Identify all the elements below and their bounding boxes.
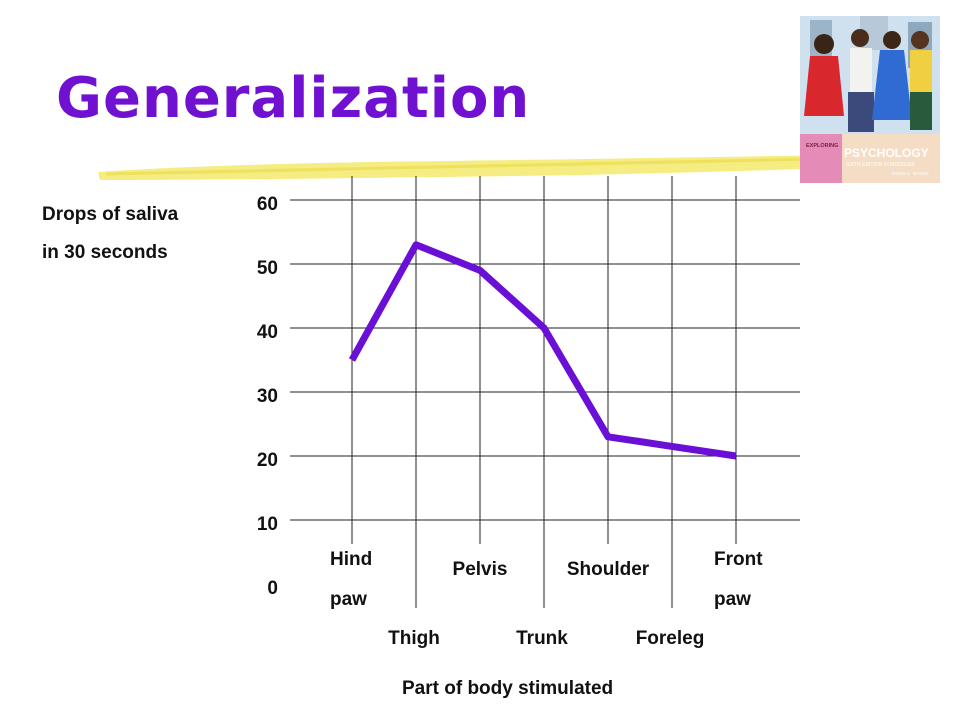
y-tick-label: 40	[257, 322, 278, 343]
y-axis-label-line-2: in 30 seconds	[42, 242, 168, 263]
y-tick-label: 20	[257, 450, 278, 471]
y-tick-label: 30	[257, 386, 278, 407]
x-category-label: Front	[714, 549, 763, 570]
book-series-label: EXPLORING	[806, 143, 838, 149]
y-tick-label: 50	[257, 258, 278, 279]
x-category-label: Pelvis	[453, 559, 508, 580]
x-category-label: paw	[330, 589, 367, 610]
y-tick-label: 60	[257, 194, 278, 215]
y-tick-label: 10	[257, 514, 278, 535]
textbook-cover-image: EXPLORING PSYCHOLOGY SIXTH EDITION IN MO…	[800, 16, 940, 183]
book-author: DAVID G. MYERS	[892, 171, 929, 176]
x-axis-label: Part of body stimulated	[402, 678, 614, 699]
x-category-label: Thigh	[388, 628, 440, 649]
x-category-label: Hind	[330, 549, 372, 570]
x-category-label: Trunk	[516, 628, 568, 649]
title-underline-brushstroke	[98, 154, 894, 180]
y-axis-label-line-1: Drops of saliva	[42, 204, 179, 225]
x-category-label: Shoulder	[567, 559, 650, 580]
y-axis-label: Drops of saliva in 30 seconds	[42, 196, 178, 272]
x-category-label: paw	[714, 589, 751, 610]
y-tick-label: 0	[267, 578, 278, 599]
book-edition: SIXTH EDITION IN MODULES	[846, 162, 916, 168]
x-category-label: Foreleg	[636, 628, 705, 649]
book-title: PSYCHOLOGY	[844, 146, 929, 160]
slide-title: Generalization	[56, 66, 531, 131]
